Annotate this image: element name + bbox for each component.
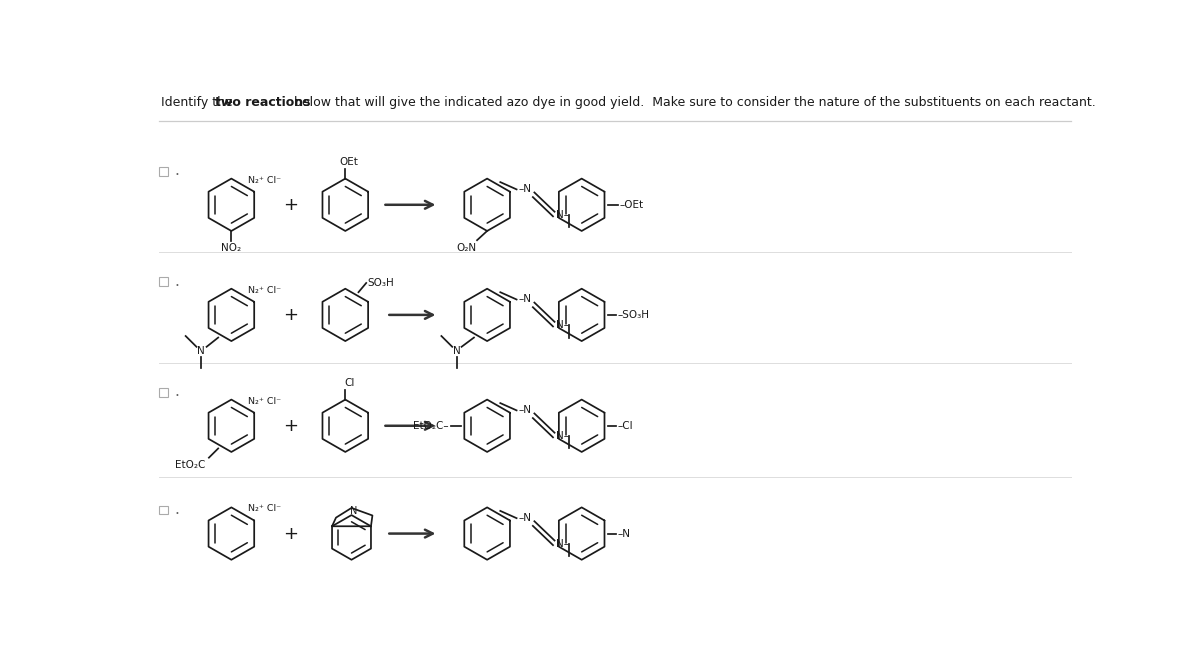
Text: EtO₂C: EtO₂C bbox=[175, 460, 206, 470]
Text: .: . bbox=[174, 502, 179, 517]
Text: +: + bbox=[283, 196, 299, 214]
Text: EtO₂C–: EtO₂C– bbox=[413, 421, 449, 431]
Text: –N: –N bbox=[518, 406, 532, 416]
Text: N–: N– bbox=[556, 210, 569, 220]
Text: NO₂: NO₂ bbox=[221, 243, 241, 253]
Text: +: + bbox=[283, 306, 299, 324]
Text: Cl: Cl bbox=[344, 378, 354, 388]
Text: .: . bbox=[174, 273, 179, 289]
Text: –N: –N bbox=[617, 528, 630, 538]
Text: N: N bbox=[197, 346, 205, 356]
Bar bbox=[160, 167, 168, 175]
Text: +: + bbox=[283, 417, 299, 435]
Text: N₂⁺ Cl⁻: N₂⁺ Cl⁻ bbox=[247, 504, 281, 514]
Text: –N: –N bbox=[518, 184, 532, 194]
Text: N₂⁺ Cl⁻: N₂⁺ Cl⁻ bbox=[247, 175, 281, 185]
Text: –N: –N bbox=[518, 295, 532, 305]
Text: –N: –N bbox=[518, 513, 532, 523]
Text: Identify the: Identify the bbox=[161, 96, 236, 109]
Bar bbox=[160, 506, 168, 514]
Text: OEt: OEt bbox=[340, 157, 359, 167]
Text: SO₃H: SO₃H bbox=[367, 278, 395, 288]
Text: –SO₃H: –SO₃H bbox=[617, 310, 649, 320]
Text: –OEt: –OEt bbox=[619, 200, 643, 210]
Text: N: N bbox=[350, 506, 358, 516]
Text: O₂N: O₂N bbox=[456, 243, 476, 253]
Bar bbox=[160, 277, 168, 285]
Text: N: N bbox=[454, 346, 461, 356]
Text: .: . bbox=[174, 384, 179, 400]
Text: N–: N– bbox=[556, 320, 569, 330]
Bar bbox=[160, 388, 168, 396]
Text: N–: N– bbox=[556, 431, 569, 441]
Text: N₂⁺ Cl⁻: N₂⁺ Cl⁻ bbox=[247, 285, 281, 295]
Text: +: + bbox=[283, 524, 299, 542]
Text: N₂⁺ Cl⁻: N₂⁺ Cl⁻ bbox=[247, 397, 281, 406]
Text: below that will give the indicated azo dye in good yield.  Make sure to consider: below that will give the indicated azo d… bbox=[289, 96, 1096, 109]
Text: N–: N– bbox=[556, 538, 569, 548]
Text: .: . bbox=[174, 163, 179, 178]
Text: –Cl: –Cl bbox=[617, 421, 632, 431]
Text: two reactions: two reactions bbox=[215, 96, 311, 109]
